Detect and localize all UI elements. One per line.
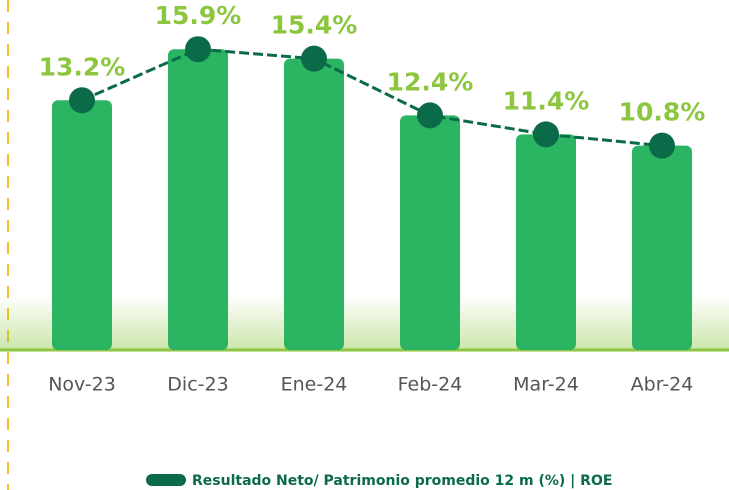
x-tick-label: Nov-23 xyxy=(48,374,116,396)
point xyxy=(69,87,95,114)
bar xyxy=(632,145,692,350)
point xyxy=(301,45,327,72)
point xyxy=(533,121,559,148)
value-label: 15.4% xyxy=(271,11,358,40)
value-label: 11.4% xyxy=(503,86,590,115)
bar xyxy=(516,134,576,350)
bar xyxy=(168,49,228,351)
legend-marker xyxy=(146,474,186,486)
legend-label: Resultado Neto/ Patrimonio promedio 12 m… xyxy=(192,473,612,489)
value-label: 12.4% xyxy=(387,67,474,96)
x-tick-label: Abr-24 xyxy=(631,374,694,396)
x-tick-label: Feb-24 xyxy=(398,374,463,396)
point xyxy=(185,36,211,63)
value-label: 15.9% xyxy=(155,1,242,30)
bar xyxy=(52,100,112,351)
x-tick-label: Mar-24 xyxy=(513,374,579,396)
value-label: 13.2% xyxy=(39,52,126,81)
floor-glow xyxy=(0,295,729,350)
value-label: 10.8% xyxy=(619,98,706,127)
x-tick-label: Dic-23 xyxy=(167,374,228,396)
bar xyxy=(284,58,344,350)
trend-line xyxy=(81,47,663,148)
point xyxy=(417,102,443,129)
point xyxy=(649,132,675,159)
bar xyxy=(400,115,460,351)
x-tick-label: Ene-24 xyxy=(281,374,348,396)
